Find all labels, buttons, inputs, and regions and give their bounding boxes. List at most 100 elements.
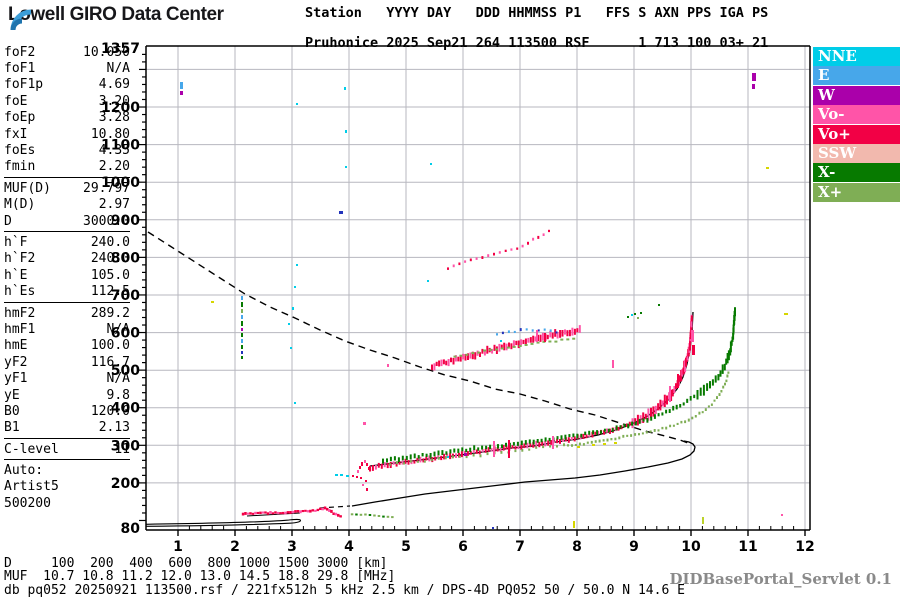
y-axis-label: 900 — [111, 213, 140, 229]
param-value: 3.20 — [98, 93, 130, 109]
second-hop-band — [431, 325, 581, 371]
es-green-tail — [350, 513, 394, 519]
param-separator — [4, 177, 130, 179]
param-row: h`F 240.0 — [4, 234, 130, 250]
param-row: fmin 2.20 — [4, 159, 130, 175]
giro-logo[interactable]: Lowell GIRO Data Center — [8, 4, 224, 31]
param-label: h`F — [4, 234, 28, 250]
e-valley-lens — [145, 518, 301, 527]
param-label: fxI — [4, 126, 28, 142]
param-value: 10.050 — [83, 44, 130, 60]
param-separator — [4, 301, 130, 303]
y-axis-label: 800 — [111, 250, 140, 266]
param-value: 105.0 — [90, 267, 130, 283]
auto-block-line: 500200 — [4, 495, 51, 511]
param-value: 120.0 — [90, 403, 130, 419]
true-height-profile — [351, 440, 696, 507]
param-value: N/A — [106, 61, 130, 77]
param-row: h`F2 240.0 — [4, 251, 130, 267]
param-row: h`E 105.0 — [4, 267, 130, 283]
grid — [146, 46, 810, 530]
xplus-along-trace — [389, 443, 565, 466]
y-axis-label: 1357 — [101, 41, 140, 57]
status-line: db pq052 20250921 113500.rsf / 221fx512h… — [4, 583, 685, 598]
x-axis-label: 12 — [795, 539, 814, 555]
param-label: M(D) — [4, 197, 36, 213]
param-separator — [4, 459, 130, 461]
x-axis-label: 2 — [230, 539, 240, 555]
axes: 1357120011001000900800700600500400300200… — [101, 41, 815, 555]
o-trace-fit — [369, 311, 694, 467]
param-separator — [4, 437, 130, 439]
legend-item-ssw: SSW — [813, 144, 900, 163]
param-label: foF1p — [4, 77, 44, 93]
param-value: 3.28 — [98, 110, 130, 126]
y-axis-label: 1100 — [101, 138, 140, 154]
param-value: 100.0 — [90, 338, 130, 354]
x-axis-label: 9 — [629, 539, 639, 555]
upper-scatter — [447, 229, 550, 270]
param-label: MUF(D) — [4, 180, 51, 196]
param-value: 4.69 — [98, 77, 130, 93]
y-axis-label: 1000 — [101, 175, 140, 191]
legend-item-nne: NNE — [813, 47, 900, 66]
param-row: hmF1 N/A — [4, 321, 130, 337]
y-axis-label: 200 — [111, 476, 140, 492]
legend-item-e: E — [813, 66, 900, 86]
muf-transmission-curve — [147, 231, 689, 444]
param-row: C-level 11 — [4, 441, 130, 457]
param-row: yF1 N/A — [4, 370, 130, 386]
param-label: foE — [4, 93, 28, 109]
param-label: B1 — [4, 420, 20, 436]
legend-item-w: W — [813, 85, 900, 105]
param-value: 29.797 — [83, 180, 130, 196]
param-row: foEp 3.28 — [4, 110, 130, 126]
param-separator — [4, 231, 130, 233]
param-row: yE 9.8 — [4, 387, 130, 403]
param-label: yF2 — [4, 354, 28, 370]
logo-text: Lowell GIRO Data Center — [8, 4, 224, 25]
param-label: hmE — [4, 338, 28, 354]
param-label: h`Es — [4, 284, 36, 300]
param-row: MUF(D) 29.797 — [4, 180, 130, 196]
param-value: N/A — [106, 321, 130, 337]
param-value: 4.35 — [98, 143, 130, 159]
auto-block-line: Artist5 — [4, 479, 59, 495]
param-label: D — [4, 213, 12, 229]
d-scale-row: D 100 200 400 600 800 1000 1500 3000 [km… — [4, 556, 388, 571]
param-value: N/A — [106, 371, 130, 387]
param-label: foF1 — [4, 61, 36, 77]
param-label: h`E — [4, 267, 28, 283]
xplus-branch — [567, 371, 730, 447]
single-echoes — [180, 73, 788, 529]
param-label: foF2 — [4, 44, 36, 60]
x-axis-label: 6 — [458, 539, 468, 555]
x-axis-label: 10 — [681, 539, 701, 555]
y-axis-label: 500 — [111, 363, 140, 379]
y-axis-label: 1200 — [101, 100, 140, 116]
param-label: yE — [4, 387, 20, 403]
param-row: foF1 N/A — [4, 60, 130, 76]
param-row: foEs 4.35 — [4, 142, 130, 158]
station-header-line1: Station YYYY DAY DDD HHMMSS P1 FFS S AXN… — [305, 5, 769, 21]
param-value: 2.20 — [98, 159, 130, 175]
echo-scatter — [180, 73, 788, 529]
param-label: B0 — [4, 403, 20, 419]
second-hop-blue — [496, 328, 558, 336]
second-hop-ltgreen — [453, 337, 576, 358]
param-label: foEp — [4, 110, 36, 126]
x-axis-label: 4 — [344, 539, 354, 555]
param-value: 10.80 — [90, 126, 130, 142]
param-value: 2.13 — [98, 420, 130, 436]
param-row: D 3000.0 — [4, 213, 130, 229]
curves — [145, 231, 696, 527]
y-axis-label: 80 — [121, 521, 141, 537]
param-value: 9.8 — [106, 387, 130, 403]
servlet-version-label: DIDBasePortal_Servlet 0.1 — [669, 570, 892, 588]
parameter-panel: foF2 10.050 foF1 N/A foF1p 4.69 foE 3.20 foEp 3.2… — [4, 44, 130, 512]
legend-item-xplus: X+ — [813, 182, 900, 202]
param-row: h`Es 112.5 — [4, 283, 130, 299]
param-row: B1 2.13 — [4, 420, 130, 436]
x-axis-label: 8 — [572, 539, 582, 555]
